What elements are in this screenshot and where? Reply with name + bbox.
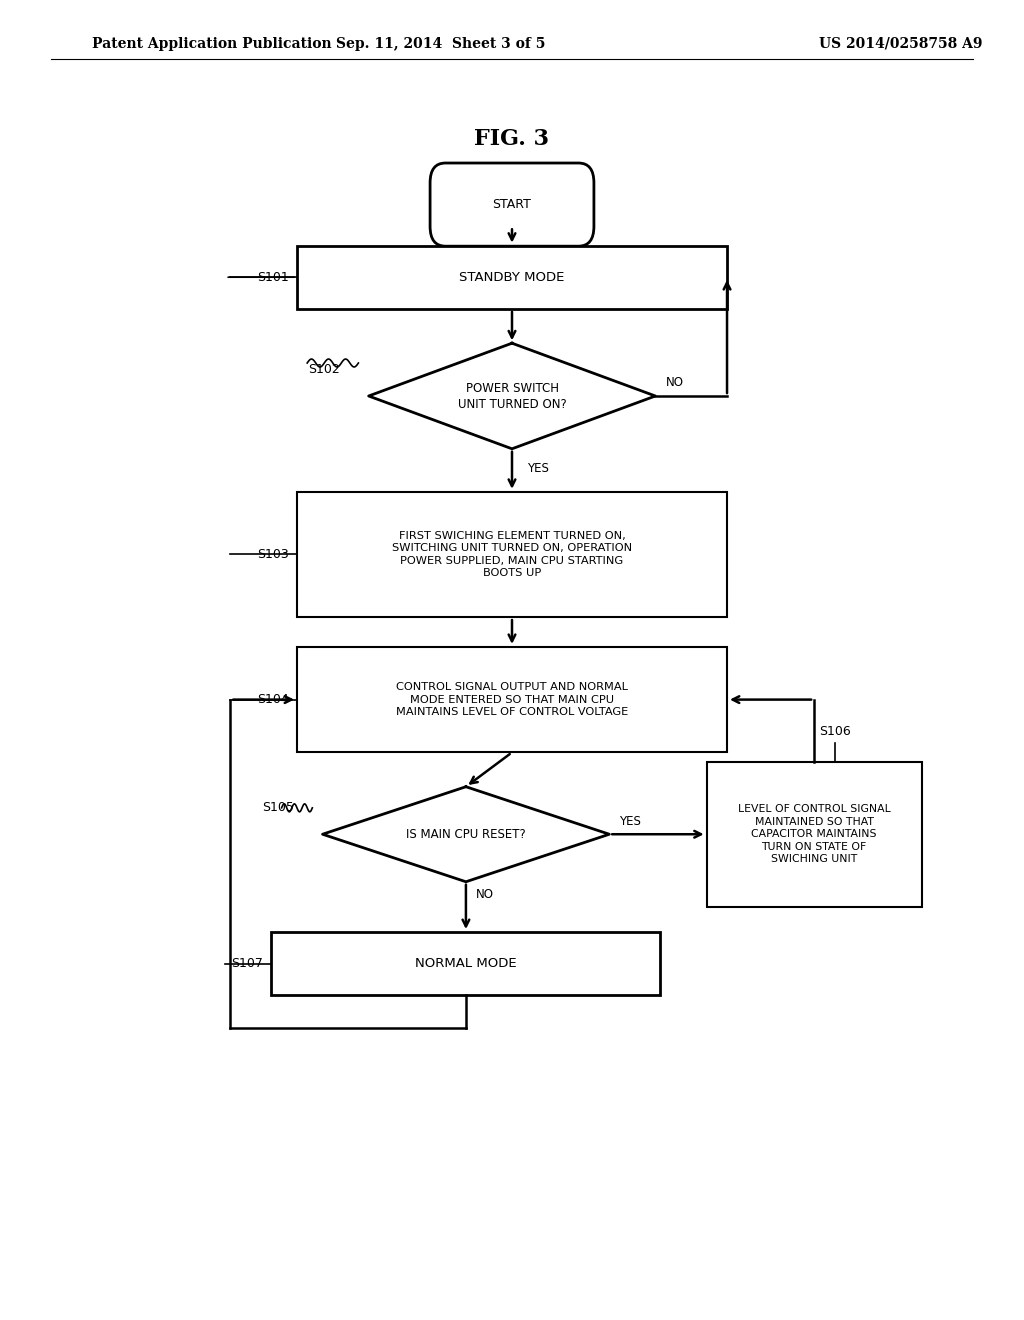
Text: S105: S105	[262, 801, 294, 814]
Text: NO: NO	[476, 888, 495, 902]
FancyBboxPatch shape	[430, 162, 594, 246]
Text: IS MAIN CPU RESET?: IS MAIN CPU RESET?	[407, 828, 525, 841]
Text: US 2014/0258758 A9: US 2014/0258758 A9	[819, 37, 983, 50]
Text: Sep. 11, 2014  Sheet 3 of 5: Sep. 11, 2014 Sheet 3 of 5	[336, 37, 545, 50]
Text: S103: S103	[257, 548, 289, 561]
Text: S104: S104	[257, 693, 289, 706]
Text: STANDBY MODE: STANDBY MODE	[460, 271, 564, 284]
Bar	[707, 762, 922, 907]
Text: NO: NO	[666, 376, 684, 389]
Text: S101: S101	[257, 271, 289, 284]
Text: S102: S102	[308, 363, 340, 376]
Bar	[271, 932, 660, 995]
Text: NORMAL MODE: NORMAL MODE	[415, 957, 517, 970]
Text: S107: S107	[231, 957, 263, 970]
Text: YES: YES	[527, 462, 549, 475]
Text: FIG. 3: FIG. 3	[474, 128, 550, 149]
Text: CONTROL SIGNAL OUTPUT AND NORMAL
MODE ENTERED SO THAT MAIN CPU
MAINTAINS LEVEL O: CONTROL SIGNAL OUTPUT AND NORMAL MODE EN…	[396, 682, 628, 717]
Bar	[297, 246, 727, 309]
Text: YES: YES	[620, 814, 641, 828]
Text: S106: S106	[818, 725, 851, 738]
Text: FIRST SWICHING ELEMENT TURNED ON,
SWITCHING UNIT TURNED ON, OPERATION
POWER SUPP: FIRST SWICHING ELEMENT TURNED ON, SWITCH…	[392, 531, 632, 578]
Text: START: START	[493, 198, 531, 211]
Text: Patent Application Publication: Patent Application Publication	[92, 37, 332, 50]
Text: POWER SWITCH
UNIT TURNED ON?: POWER SWITCH UNIT TURNED ON?	[458, 381, 566, 411]
Bar	[297, 492, 727, 618]
Bar	[297, 647, 727, 752]
Text: LEVEL OF CONTROL SIGNAL
MAINTAINED SO THAT
CAPACITOR MAINTAINS
TURN ON STATE OF
: LEVEL OF CONTROL SIGNAL MAINTAINED SO TH…	[737, 804, 891, 865]
